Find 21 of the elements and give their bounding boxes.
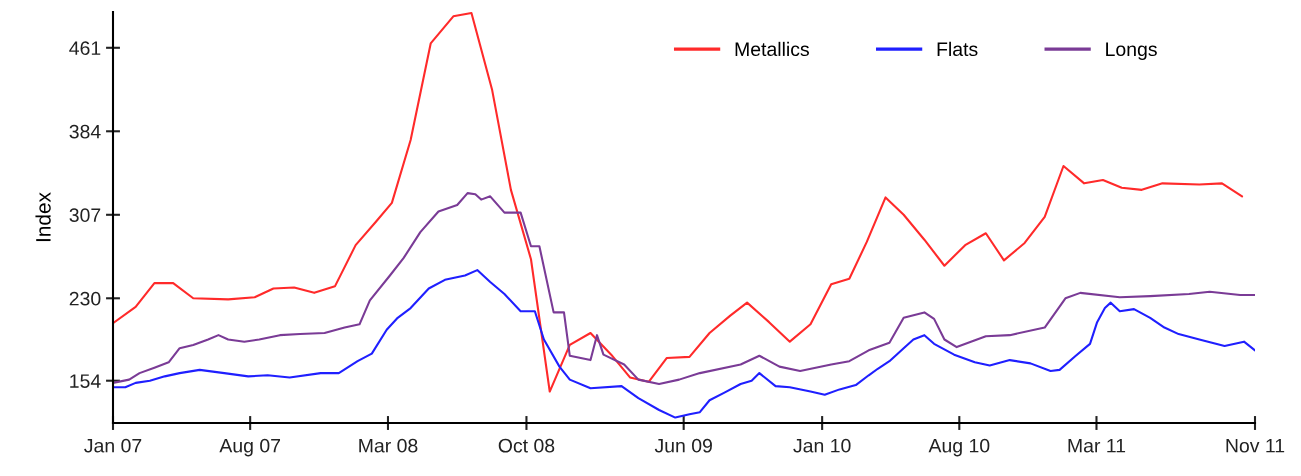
- legend-label: Longs: [1106, 42, 1157, 60]
- y-axis-title: Index: [35, 192, 51, 242]
- x-tick-label: Nov 11: [1226, 438, 1285, 453]
- legend-label: Flats: [937, 41, 978, 57]
- legend-label: Metallics: [735, 41, 809, 57]
- x-tick-label: Mar 08: [359, 438, 418, 453]
- x-tick-label: Mar 11: [1068, 438, 1126, 453]
- x-tick-label: Jan 10: [793, 438, 851, 453]
- y-tick-label: 384: [69, 124, 101, 139]
- y-tick-label: 154: [70, 374, 101, 388]
- y-tick-label: 461: [69, 41, 101, 56]
- line-series: [113, 12, 1244, 393]
- x-tick-label: Aug 10: [928, 438, 990, 457]
- y-tick-label: 230: [69, 291, 101, 306]
- x-tick-label: Jan 07: [84, 438, 142, 453]
- line-series: [113, 269, 1255, 419]
- line-series: [113, 192, 1255, 385]
- y-tick-label: 307: [69, 208, 101, 223]
- x-tick-label: Aug 07: [219, 438, 281, 457]
- x-tick-label: Oct 08: [498, 438, 555, 453]
- x-tick-label: Jun 09: [654, 438, 712, 453]
